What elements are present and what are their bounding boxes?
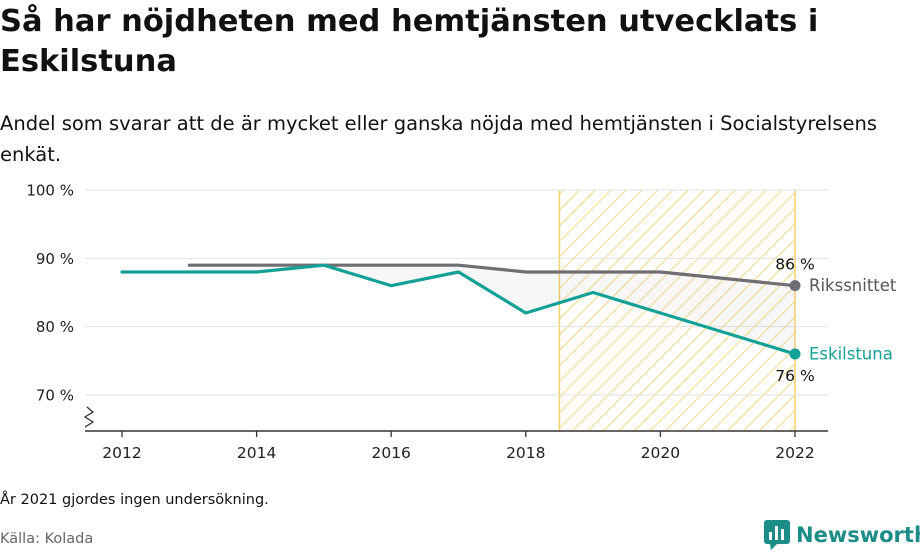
chart-note: År 2021 gjordes ingen undersökning. <box>0 492 269 508</box>
newsworthy-chart-logo-icon <box>764 520 790 550</box>
chart-subtitle: Andel som svarar att de är mycket eller … <box>0 112 878 166</box>
x-tick-label: 2014 <box>237 444 276 462</box>
newsworthy-logo[interactable]: Newsworthy <box>764 519 920 551</box>
x-tick-label: 2020 <box>641 444 680 462</box>
x-tick-label: 2012 <box>102 444 141 462</box>
end-value-label-eskilstuna: 76 % <box>775 367 814 385</box>
end-value-label-rikssnittet: 86 % <box>775 256 814 274</box>
series-label-rikssnittet: Rikssnittet <box>809 276 897 295</box>
chart-title: Så har nöjdheten med hemtjänsten utveckl… <box>0 4 819 79</box>
difference-area <box>189 265 796 354</box>
end-point-rikssnittet <box>789 280 801 292</box>
x-tick-label: 2022 <box>775 444 814 462</box>
series-line-eskilstuna <box>120 263 797 356</box>
logo-text: Newsworthy <box>796 523 920 547</box>
end-point-eskilstuna <box>789 348 801 360</box>
y-tick-label: 70 % <box>36 387 74 405</box>
y-tick-label: 100 % <box>26 182 74 200</box>
x-tick-label: 2018 <box>506 444 545 462</box>
y-tick-label: 80 % <box>36 318 74 336</box>
axis-break-icon <box>83 406 95 428</box>
hatched-region <box>559 190 795 431</box>
series-line-rikssnittet <box>187 263 797 288</box>
chart-source: Källa: Kolada <box>0 531 94 547</box>
line-chart: 70 % 80 % 90 % 100 % 2012 2014 2016 2018 2020 20… <box>26 182 897 463</box>
y-tick-label: 90 % <box>36 250 74 268</box>
series-label-eskilstuna: Eskilstuna <box>809 345 893 364</box>
x-tick-label: 2016 <box>371 444 410 462</box>
